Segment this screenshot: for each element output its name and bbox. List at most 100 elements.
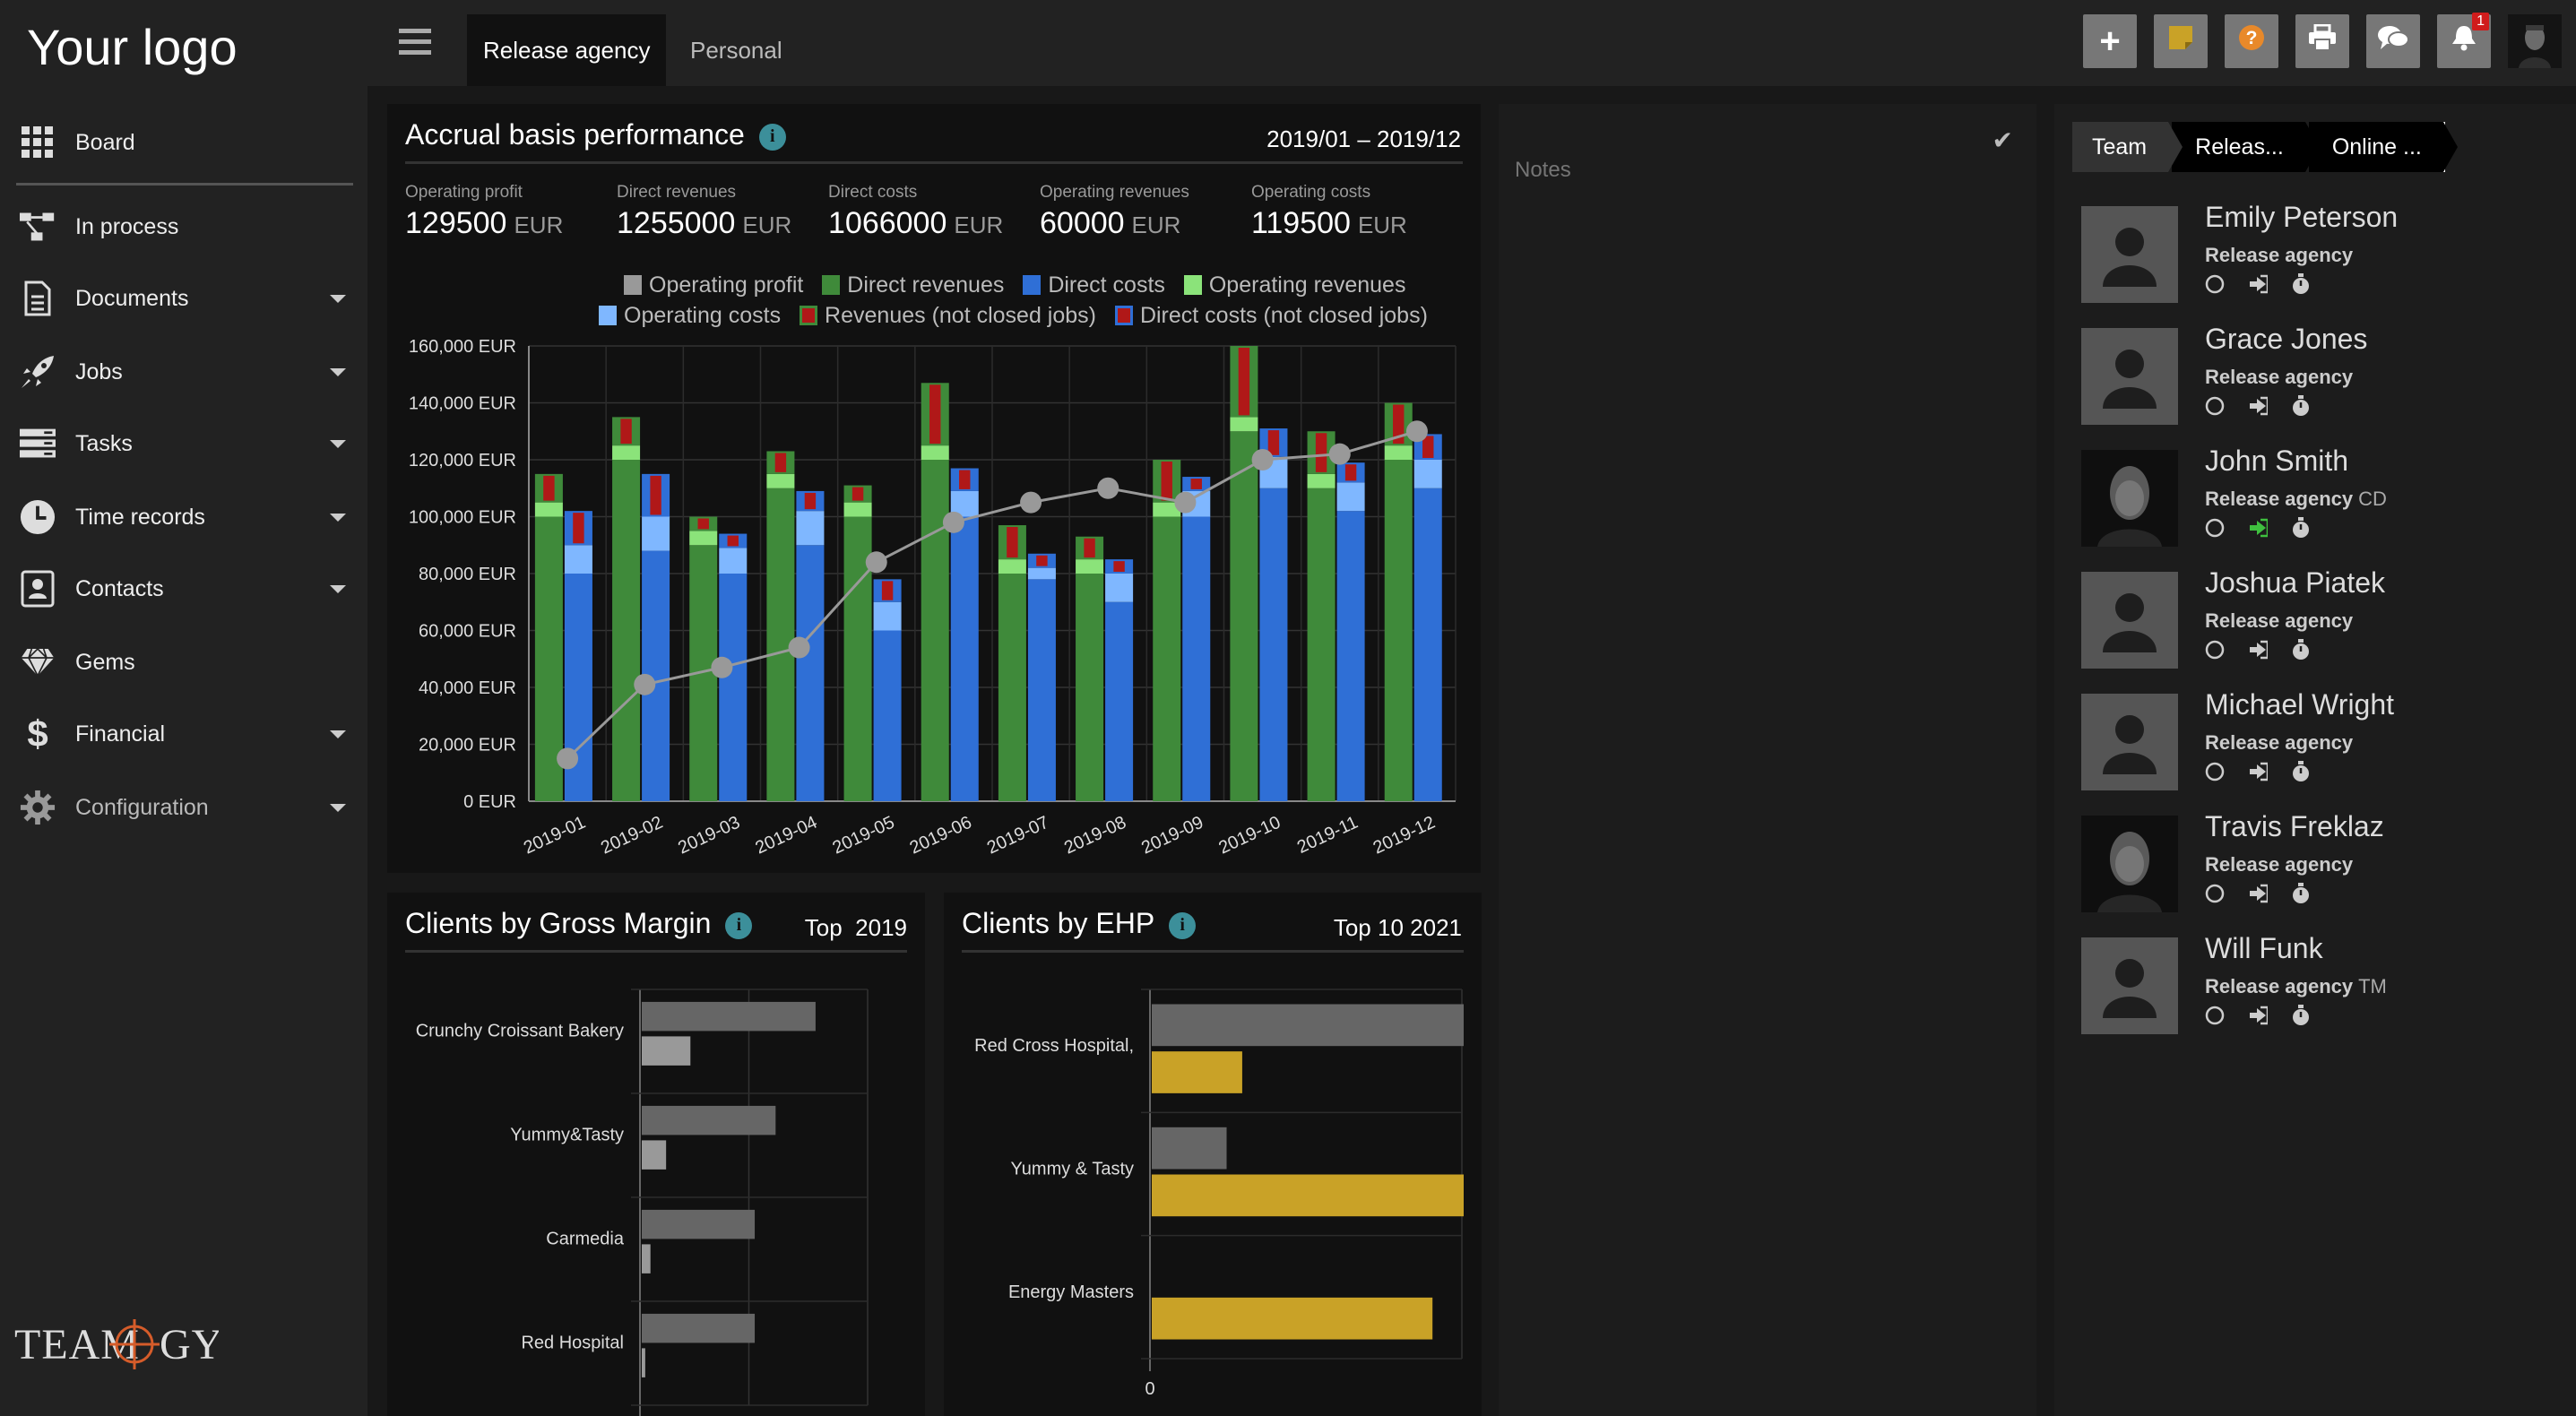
sidebar-item-gems[interactable]: Gems <box>0 631 367 694</box>
legend-item[interactable]: Operating revenues <box>1171 272 1405 298</box>
breadcrumb-team[interactable]: Team <box>2072 122 2183 172</box>
avatar[interactable] <box>2081 328 2178 425</box>
tab-release-agency[interactable]: Release agency <box>467 14 667 86</box>
title-divider <box>962 950 1464 953</box>
login-icon[interactable] <box>2248 518 2268 538</box>
checkmark-icon[interactable]: ✔ <box>1992 126 2013 154</box>
app-logo[interactable]: Your logo <box>27 19 238 75</box>
notes-textarea[interactable] <box>1515 158 1981 1394</box>
login-icon[interactable] <box>2248 640 2268 660</box>
member-name[interactable]: Grace Jones <box>2205 323 2368 355</box>
status-circle-icon[interactable] <box>2205 640 2225 660</box>
tasks-icon <box>20 426 56 462</box>
chevron-down-icon[interactable] <box>330 439 346 448</box>
status-circle-icon[interactable] <box>2205 274 2225 294</box>
avatar[interactable] <box>2081 206 2178 303</box>
avatar[interactable] <box>2081 937 2178 1034</box>
status-circle-icon[interactable] <box>2205 396 2225 416</box>
chevron-down-icon[interactable] <box>330 513 346 522</box>
sidebar-item-documents[interactable]: Documents <box>0 267 367 330</box>
x-tick-label: 2019-02 <box>598 813 666 859</box>
stopwatch-icon[interactable] <box>2291 395 2311 416</box>
stopwatch-icon[interactable] <box>2291 761 2311 781</box>
revenue-bar-operating-revenues <box>612 445 641 460</box>
info-icon[interactable]: i <box>758 123 786 151</box>
bar-series-1 <box>642 1001 816 1032</box>
stopwatch-icon[interactable] <box>2291 517 2311 538</box>
status-circle-icon[interactable] <box>2205 762 2225 781</box>
info-icon[interactable]: i <box>1169 911 1197 939</box>
legend-item[interactable]: Direct revenues <box>809 272 1004 298</box>
sidebar-item-financial[interactable]: $ Financial <box>0 703 367 765</box>
tab-personal[interactable]: Personal <box>674 14 799 86</box>
team-member[interactable]: Will Funk Release agency TM <box>2079 932 2546 1049</box>
breadcrumb-agency[interactable]: Releas... <box>2172 122 2320 172</box>
avatar[interactable] <box>2081 816 2178 912</box>
sidebar-item-in-process[interactable]: In process <box>0 195 367 258</box>
filter-label[interactable]: Top 10 2021 <box>1334 914 1462 942</box>
member-name[interactable]: Michael Wright <box>2205 688 2395 721</box>
cost-bar-not-closed <box>1422 436 1434 458</box>
category-label: Crunchy Croissant Bakery <box>416 1021 624 1040</box>
login-icon[interactable] <box>2248 762 2268 781</box>
stopwatch-icon[interactable] <box>2291 1005 2311 1025</box>
chevron-down-icon[interactable] <box>330 803 346 812</box>
team-member[interactable]: Grace Jones Release agency <box>2079 323 2546 439</box>
stopwatch-icon[interactable] <box>2291 883 2311 903</box>
legend-item[interactable]: Direct costs <box>1010 272 1165 298</box>
member-name[interactable]: John Smith <box>2205 445 2349 477</box>
avatar[interactable] <box>2081 572 2178 669</box>
login-icon[interactable] <box>2248 884 2268 903</box>
notifications-button[interactable]: 1 <box>2437 13 2491 68</box>
status-circle-icon[interactable] <box>2205 1006 2225 1025</box>
sidebar-item-time-records[interactable]: Time records <box>0 486 367 548</box>
avatar[interactable] <box>2081 450 2178 547</box>
status-circle-icon[interactable] <box>2205 884 2225 903</box>
sidebar-item-board[interactable]: Board <box>0 111 367 174</box>
notes-button[interactable] <box>2154 14 2208 68</box>
chat-button[interactable] <box>2366 14 2420 68</box>
chevron-down-icon[interactable] <box>330 367 346 376</box>
legend-label: Operating costs <box>624 303 782 328</box>
user-avatar[interactable] <box>2508 14 2562 68</box>
filter-label[interactable]: Top 2019 <box>805 914 907 942</box>
team-member[interactable]: Emily Peterson Release agency <box>2079 201 2546 317</box>
status-circle-icon[interactable] <box>2205 518 2225 538</box>
print-button[interactable] <box>2295 14 2349 68</box>
legend-item[interactable]: Revenues (not closed jobs) <box>787 303 1096 328</box>
member-name[interactable]: Joshua Piatek <box>2205 566 2386 599</box>
breadcrumb-online[interactable]: Online ... <box>2308 122 2458 172</box>
operating-profit-point <box>1020 491 1042 514</box>
hamburger-menu-icon[interactable] <box>399 29 431 56</box>
stopwatch-icon[interactable] <box>2291 639 2311 660</box>
chevron-down-icon[interactable] <box>330 584 346 593</box>
member-name[interactable]: Will Funk <box>2205 932 2323 964</box>
avatar[interactable] <box>2081 694 2178 790</box>
member-role: Release agency <box>2205 853 2358 876</box>
chevron-down-icon[interactable] <box>330 730 346 738</box>
legend-swatch <box>1114 306 1133 325</box>
sidebar-item-configuration[interactable]: Configuration <box>0 776 367 839</box>
add-button[interactable]: + <box>2083 14 2137 68</box>
login-icon[interactable] <box>2248 274 2268 294</box>
team-member[interactable]: Michael Wright Release agency <box>2079 688 2546 805</box>
sidebar-item-tasks[interactable]: Tasks <box>0 412 367 475</box>
member-name[interactable]: Travis Freklaz <box>2205 810 2384 842</box>
sidebar-item-contacts[interactable]: Contacts <box>0 557 367 620</box>
legend-item[interactable]: Operating profit <box>611 272 803 298</box>
login-icon[interactable] <box>2248 396 2268 416</box>
help-button[interactable]: ? <box>2225 14 2278 68</box>
chevron-down-icon[interactable] <box>330 294 346 303</box>
team-member[interactable]: John Smith Release agency CD <box>2079 445 2546 561</box>
legend-item[interactable]: Operating costs <box>586 303 781 328</box>
sidebar-item-jobs[interactable]: Jobs <box>0 341 367 403</box>
info-icon[interactable]: i <box>725 911 753 939</box>
cost-bar-not-closed <box>573 513 584 544</box>
period-label[interactable]: 2019/01 – 2019/12 <box>1266 125 1461 152</box>
team-member[interactable]: Travis Freklaz Release agency <box>2079 810 2546 927</box>
legend-item[interactable]: Direct costs (not closed jobs) <box>1102 303 1428 328</box>
stopwatch-icon[interactable] <box>2291 273 2311 294</box>
member-name[interactable]: Emily Peterson <box>2205 201 2399 233</box>
login-icon[interactable] <box>2248 1006 2268 1025</box>
team-member[interactable]: Joshua Piatek Release agency <box>2079 566 2546 683</box>
